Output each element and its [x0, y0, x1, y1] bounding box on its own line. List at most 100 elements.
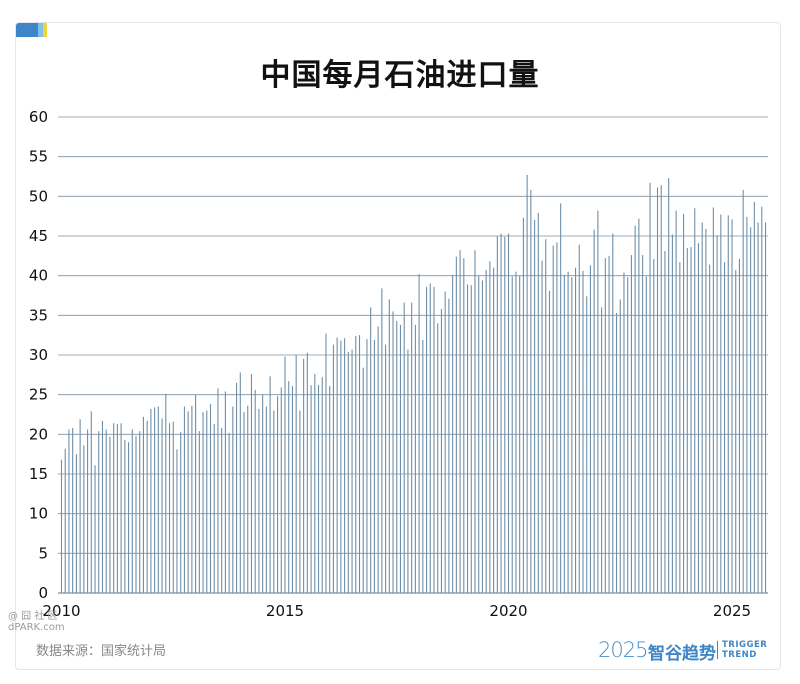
bar [273, 410, 275, 593]
y-tick-label: 55 [29, 148, 48, 166]
bar [519, 275, 521, 593]
bar [340, 340, 342, 593]
bar [496, 236, 498, 593]
bar [593, 229, 595, 594]
bar [75, 454, 77, 593]
bar [213, 424, 215, 593]
bar [429, 283, 431, 593]
bar [466, 284, 469, 593]
bar [206, 410, 208, 593]
y-tick-label: 0 [38, 584, 48, 602]
bar [697, 243, 700, 593]
bar [571, 277, 573, 593]
bar [183, 406, 185, 593]
bar [709, 264, 711, 593]
bar [750, 227, 752, 594]
bar [638, 218, 640, 593]
chart-title: 中国每月石油进口量 [260, 58, 540, 93]
bar [656, 187, 659, 593]
bar [653, 259, 655, 593]
bar [351, 349, 353, 593]
bar [254, 389, 256, 593]
bar [79, 419, 81, 593]
bar [128, 442, 130, 593]
bar [94, 465, 96, 593]
bar [98, 431, 100, 593]
bar [195, 394, 197, 593]
bar [634, 225, 636, 594]
bar [303, 358, 305, 593]
bar [545, 239, 547, 593]
bar [522, 217, 524, 593]
bar [694, 208, 696, 593]
bar [560, 203, 562, 593]
bar [295, 355, 297, 593]
bar [623, 272, 625, 593]
watermark-line2: dPARK.com [8, 622, 65, 633]
bar [358, 335, 361, 593]
y-tick-label: 10 [29, 505, 48, 523]
bar [217, 388, 219, 593]
y-tick-label: 35 [29, 306, 48, 324]
bar [116, 424, 118, 593]
bar [344, 338, 346, 593]
bar [411, 302, 413, 593]
bar [589, 265, 591, 593]
bar [187, 411, 189, 593]
bar [474, 250, 476, 593]
bar [683, 213, 685, 593]
bar [470, 285, 472, 593]
bar [764, 222, 767, 593]
bar [444, 291, 446, 593]
bar [239, 372, 241, 593]
y-tick-label: 15 [29, 465, 48, 483]
bar [452, 274, 454, 593]
bar [221, 427, 223, 593]
y-tick-label: 45 [29, 227, 48, 245]
bar [198, 431, 200, 593]
bar [615, 312, 618, 593]
bar [355, 335, 357, 593]
bar [597, 210, 599, 593]
y-tick-label: 5 [38, 544, 48, 562]
bar [422, 339, 424, 593]
bar [109, 436, 111, 593]
bar [448, 298, 450, 593]
bar [548, 290, 551, 593]
bar [299, 410, 301, 593]
bar [724, 262, 726, 593]
bar [757, 222, 759, 593]
bar [403, 302, 405, 593]
bar [727, 215, 729, 593]
data-source: 数据来源：国家统计局 [36, 644, 167, 659]
bar [504, 236, 506, 593]
corner-accent [16, 23, 47, 37]
bar [269, 376, 271, 593]
bar [563, 274, 565, 593]
bar [396, 320, 398, 593]
bar [176, 449, 178, 593]
bar [604, 258, 606, 593]
bar [485, 270, 487, 593]
bar [83, 445, 85, 593]
bar [433, 286, 435, 593]
y-tick-label: 40 [29, 267, 48, 285]
bar [437, 323, 439, 593]
bar [712, 207, 714, 593]
bar [224, 391, 226, 593]
bar [705, 228, 707, 594]
bar [455, 256, 457, 593]
bar [265, 406, 267, 593]
bar [530, 189, 532, 593]
bar [552, 245, 554, 593]
bar [463, 258, 465, 593]
bar [701, 222, 703, 593]
bar [277, 396, 279, 593]
bar [373, 339, 375, 593]
bar [362, 367, 364, 593]
x-tick-label: 2015 [266, 602, 304, 620]
bar [582, 270, 584, 593]
bar [526, 174, 528, 593]
bar [507, 233, 510, 593]
